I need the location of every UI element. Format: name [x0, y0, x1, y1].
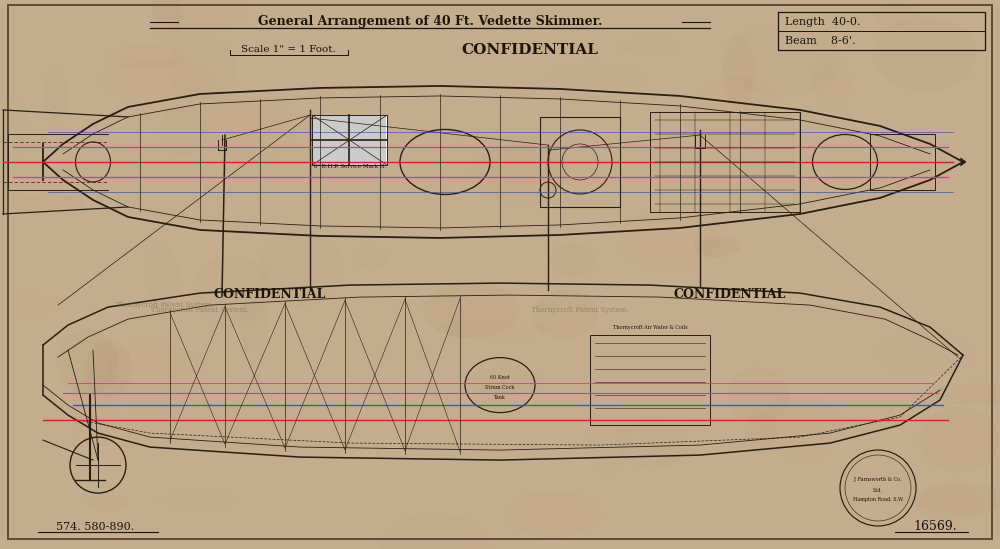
Ellipse shape	[752, 479, 850, 540]
Text: Tank: Tank	[494, 395, 506, 400]
Bar	[590, 335, 710, 425]
Text: CONFIDENTIAL: CONFIDENTIAL	[462, 43, 598, 57]
Ellipse shape	[542, 182, 621, 199]
Ellipse shape	[467, 367, 545, 395]
Text: Strum Cock: Strum Cock	[485, 385, 515, 390]
Ellipse shape	[381, 513, 490, 549]
Bar	[312, 115, 349, 140]
Text: Thornycroft Air Water & Coils: Thornycroft Air Water & Coils	[613, 324, 687, 329]
Text: 574. 580-890.: 574. 580-890.	[56, 522, 134, 532]
Bar	[312, 140, 349, 165]
Text: CONFIDENTIAL: CONFIDENTIAL	[214, 289, 326, 301]
Text: Scale 1" = 1 Foot.: Scale 1" = 1 Foot.	[241, 46, 335, 54]
Ellipse shape	[105, 44, 184, 70]
Bar	[312, 115, 387, 165]
Bar	[349, 115, 386, 140]
Ellipse shape	[812, 57, 850, 111]
Text: Thornycroft Patent System.: Thornycroft Patent System.	[116, 301, 214, 309]
Text: Ltd.: Ltd.	[873, 488, 883, 492]
Ellipse shape	[929, 383, 1000, 405]
Bar	[540, 117, 620, 207]
Ellipse shape	[693, 236, 741, 257]
Ellipse shape	[917, 483, 1000, 515]
Bar	[349, 140, 386, 165]
Text: Thornycroft Patent System.: Thornycroft Patent System.	[151, 306, 249, 314]
Text: Thornycroft Patent System.: Thornycroft Patent System.	[531, 306, 629, 314]
Bar	[650, 112, 800, 212]
Ellipse shape	[748, 22, 817, 69]
Text: Hampton Road, S.W.: Hampton Road, S.W.	[853, 497, 903, 502]
Text: J. Farnsworth & Co.: J. Farnsworth & Co.	[854, 478, 902, 483]
Ellipse shape	[873, 18, 977, 91]
Ellipse shape	[321, 438, 421, 473]
Bar	[870, 134, 935, 190]
Text: 8" B.H.P. Service Mark II.: 8" B.H.P. Service Mark II.	[314, 165, 386, 170]
Text: CONFIDENTIAL: CONFIDENTIAL	[674, 289, 786, 301]
Ellipse shape	[379, 492, 459, 549]
Text: 16569.: 16569.	[913, 520, 957, 534]
Text: Beam    8-6'.: Beam 8-6'.	[785, 36, 856, 46]
Ellipse shape	[13, 194, 85, 216]
Text: Length  40-0.: Length 40-0.	[785, 17, 860, 27]
Text: 60 Knot: 60 Knot	[490, 374, 510, 379]
Text: General Arrangement of 40 Ft. Vedette Skimmer.: General Arrangement of 40 Ft. Vedette Sk…	[258, 15, 602, 29]
Ellipse shape	[358, 139, 429, 210]
